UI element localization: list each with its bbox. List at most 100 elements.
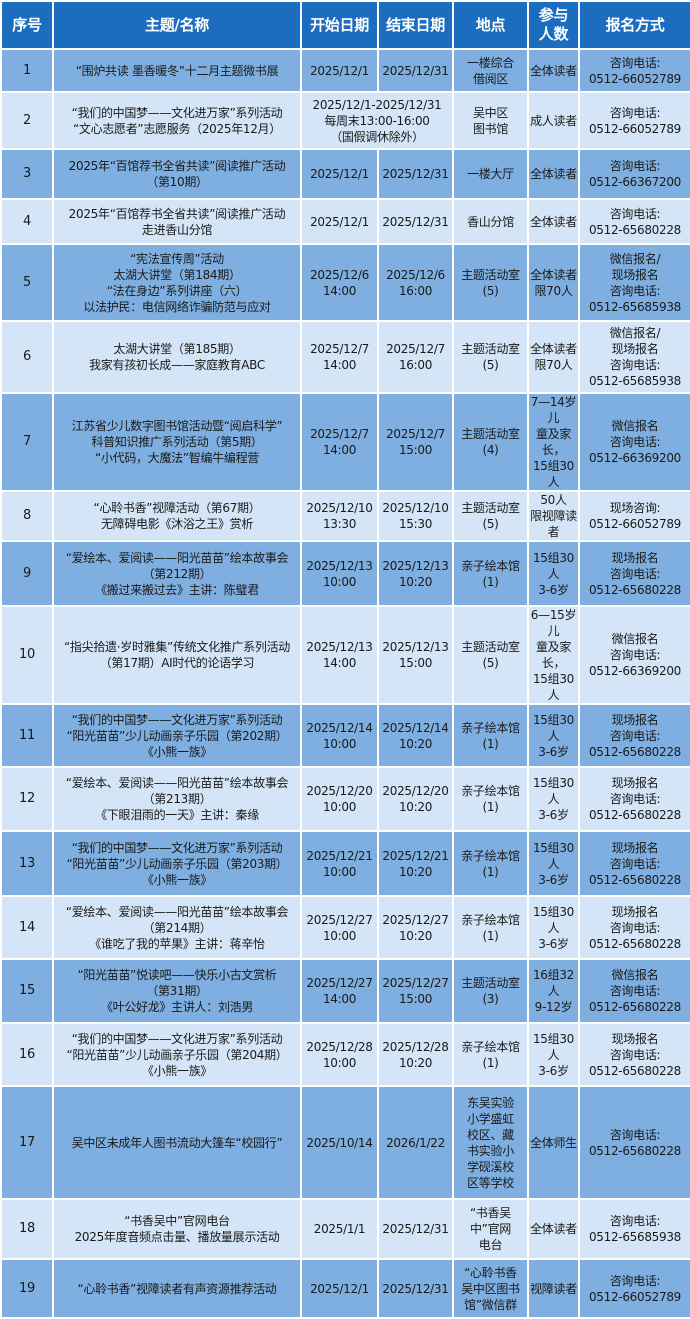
cell-signup: 咨询电话: 0512-66052789 <box>578 48 690 93</box>
cell-title: 2025年“百馆荐书全省共读”阅读推广活动 （第10期） <box>52 148 302 200</box>
cell-start-date: 2025/12/7 14:00 <box>300 320 379 394</box>
cell-no: 19 <box>0 1258 54 1319</box>
header-no: 序号 <box>0 0 54 50</box>
cell-signup: 微信报名/ 现场报名 咨询电话: 0512-65685938 <box>578 320 690 394</box>
cell-end-date: 2026/1/22 <box>377 1085 454 1200</box>
table-row: 14 “爱绘本、爱阅读——阳光苗苗”绘本故事会 （第214期） 《谁吃了我的苹果》… <box>0 895 690 960</box>
cell-no: 14 <box>0 895 54 960</box>
cell-title: 江苏省少儿数字图书馆活动暨“阅启科学” 科普知识推广系列活动（第5期） “小代码… <box>52 392 302 492</box>
cell-date-range: 2025/12/1-2025/12/31 每周末13:00-16:00 （国假调… <box>300 91 454 150</box>
cell-start-date: 2025/12/6 14:00 <box>300 243 379 322</box>
cell-end-date: 2025/12/13 15:00 <box>377 605 454 705</box>
table-row: 6 太湖大讲堂（第185期） 我家有孩初长成——家庭教育ABC 2025/12/7 … <box>0 320 690 394</box>
cell-people: 全体读者 <box>527 198 580 245</box>
cell-no: 4 <box>0 198 54 245</box>
cell-title: 太湖大讲堂（第185期） 我家有孩初长成——家庭教育ABC <box>52 320 302 394</box>
cell-end-date: 2025/12/31 <box>377 1198 454 1260</box>
header-start-date: 开始日期 <box>300 0 379 50</box>
header-signup: 报名方式 <box>578 0 690 50</box>
cell-signup: 咨询电话: 0512-66052789 <box>578 1258 690 1319</box>
cell-signup: 现场咨询: 0512-66052789 <box>578 490 690 542</box>
cell-place: “心聆书香 吴中区图书 馆”微信群 <box>452 1258 529 1319</box>
table-row: 3 2025年“百馆荐书全省共读”阅读推广活动 （第10期） 2025/12/1 20… <box>0 148 690 200</box>
cell-start-date: 2025/12/13 14:00 <box>300 605 379 705</box>
table-row: 9 “爱绘本、爱阅读——阳光苗苗”绘本故事会 （第212期） 《搬过来搬过去》主讲… <box>0 540 690 607</box>
cell-title: “我们的中国梦——文化进万家”系列活动 “阳光苗苗”少儿动画亲子乐园（第204期… <box>52 1022 302 1087</box>
cell-people: 7—14岁儿 童及家长， 15组30人 <box>527 392 580 492</box>
cell-place: 主题活动室 (5) <box>452 243 529 322</box>
cell-no: 12 <box>0 766 54 832</box>
cell-signup: 咨询电话: 0512-65680228 <box>578 1085 690 1200</box>
cell-place: 主题活动室 (4) <box>452 392 529 492</box>
cell-no: 15 <box>0 958 54 1024</box>
cell-people: 15组30人 3-6岁 <box>527 703 580 768</box>
cell-people: 16组32人 9-12岁 <box>527 958 580 1024</box>
cell-signup: 咨询电话: 0512-65680228 <box>578 198 690 245</box>
cell-place: 主题活动室 (5) <box>452 320 529 394</box>
cell-people: 全体读者 限70人 <box>527 320 580 394</box>
cell-title: 吴中区未成年人图书流动大篷车“校园行” <box>52 1085 302 1200</box>
cell-place: 亲子绘本馆 (1) <box>452 895 529 960</box>
cell-no: 6 <box>0 320 54 394</box>
table-row: 4 2025年“百馆荐书全省共读”阅读推广活动 走进香山分馆 2025/12/1 20… <box>0 198 690 245</box>
cell-start-date: 2025/12/21 10:00 <box>300 830 379 897</box>
header-place: 地点 <box>452 0 529 50</box>
table-row: 2 “我们的中国梦——文化进万家”系列活动 “文心志愿者”志愿服务（2025年12… <box>0 91 690 150</box>
cell-people: 全体读者 <box>527 148 580 200</box>
cell-people: 全体读者 <box>527 48 580 93</box>
cell-end-date: 2025/12/13 10:20 <box>377 540 454 607</box>
cell-people: 成人读者 <box>527 91 580 150</box>
cell-start-date: 2025/1/1 <box>300 1198 379 1260</box>
cell-end-date: 2025/12/31 <box>377 198 454 245</box>
cell-people: 全体师生 <box>527 1085 580 1200</box>
cell-start-date: 2025/12/1 <box>300 198 379 245</box>
cell-no: 8 <box>0 490 54 542</box>
cell-end-date: 2025/12/20 10:20 <box>377 766 454 832</box>
cell-signup: 现场报名 咨询电话: 0512-65680228 <box>578 1022 690 1087</box>
cell-start-date: 2025/12/1 <box>300 148 379 200</box>
cell-title: 2025年“百馆荐书全省共读”阅读推广活动 走进香山分馆 <box>52 198 302 245</box>
cell-start-date: 2025/12/1 <box>300 1258 379 1319</box>
table-row: 11 “我们的中国梦——文化进万家”系列活动 “阳光苗苗”少儿动画亲子乐园（第20… <box>0 703 690 768</box>
cell-signup: 现场报名 咨询电话: 0512-65680228 <box>578 830 690 897</box>
cell-people: 15组30人 3-6岁 <box>527 895 580 960</box>
cell-start-date: 2025/10/14 <box>300 1085 379 1200</box>
cell-end-date: 2025/12/28 10:20 <box>377 1022 454 1087</box>
cell-signup: 咨询电话: 0512-66052789 <box>578 91 690 150</box>
cell-people: 15组30人 3-6岁 <box>527 830 580 897</box>
cell-no: 3 <box>0 148 54 200</box>
cell-end-date: 2025/12/14 10:20 <box>377 703 454 768</box>
cell-title: “围炉共读 墨香暖冬”十二月主题微书展 <box>52 48 302 93</box>
cell-people: 50人 限视障读者 <box>527 490 580 542</box>
cell-end-date: 2025/12/21 10:20 <box>377 830 454 897</box>
cell-place: 东吴实验 小学盛虹 校区、藏 书实验小 学砚溪校 区等学校 <box>452 1085 529 1200</box>
cell-people: 全体读者 限70人 <box>527 243 580 322</box>
table-row: 15 “阳光苗苗”悦读吧——快乐小古文赏析 （第31期） 《叶公好龙》主讲人：刘浩… <box>0 958 690 1024</box>
cell-people: 6—15岁儿 童及家长， 15组30人 <box>527 605 580 705</box>
table-row: 5 “宪法宣传周”活动 太湖大讲堂（第184期） “法在身边”系列讲座（六） 以法… <box>0 243 690 322</box>
cell-people: 视障读者 <box>527 1258 580 1319</box>
cell-title: “我们的中国梦——文化进万家”系列活动 “阳光苗苗”少儿动画亲子乐园（第203期… <box>52 830 302 897</box>
cell-title: “爱绘本、爱阅读——阳光苗苗”绘本故事会 （第214期） 《谁吃了我的苹果》主讲… <box>52 895 302 960</box>
cell-end-date: 2025/12/7 15:00 <box>377 392 454 492</box>
cell-signup: 现场报名 咨询电话: 0512-65680228 <box>578 703 690 768</box>
cell-place: 亲子绘本馆 (1) <box>452 703 529 768</box>
cell-title: “爱绘本、爱阅读——阳光苗苗”绘本故事会 （第213期） 《下眼泪雨的一天》主讲… <box>52 766 302 832</box>
cell-no: 17 <box>0 1085 54 1200</box>
table-row: 12 “爱绘本、爱阅读——阳光苗苗”绘本故事会 （第213期） 《下眼泪雨的一天》… <box>0 766 690 832</box>
cell-title: “宪法宣传周”活动 太湖大讲堂（第184期） “法在身边”系列讲座（六） 以法护… <box>52 243 302 322</box>
header-title: 主题/名称 <box>52 0 302 50</box>
cell-end-date: 2025/12/31 <box>377 148 454 200</box>
cell-signup: 现场报名 咨询电话: 0512-65680228 <box>578 540 690 607</box>
cell-no: 1 <box>0 48 54 93</box>
cell-people: 15组30人 3-6岁 <box>527 1022 580 1087</box>
cell-start-date: 2025/12/14 10:00 <box>300 703 379 768</box>
cell-start-date: 2025/12/13 10:00 <box>300 540 379 607</box>
cell-start-date: 2025/12/27 14:00 <box>300 958 379 1024</box>
cell-people: 15组30人 3-6岁 <box>527 540 580 607</box>
cell-end-date: 2025/12/27 15:00 <box>377 958 454 1024</box>
cell-title: “我们的中国梦——文化进万家”系列活动 “文心志愿者”志愿服务（2025年12月… <box>52 91 302 150</box>
table-row: 16 “我们的中国梦——文化进万家”系列活动 “阳光苗苗”少儿动画亲子乐园（第20… <box>0 1022 690 1087</box>
cell-title: “阳光苗苗”悦读吧——快乐小古文赏析 （第31期） 《叶公好龙》主讲人：刘浩男 <box>52 958 302 1024</box>
